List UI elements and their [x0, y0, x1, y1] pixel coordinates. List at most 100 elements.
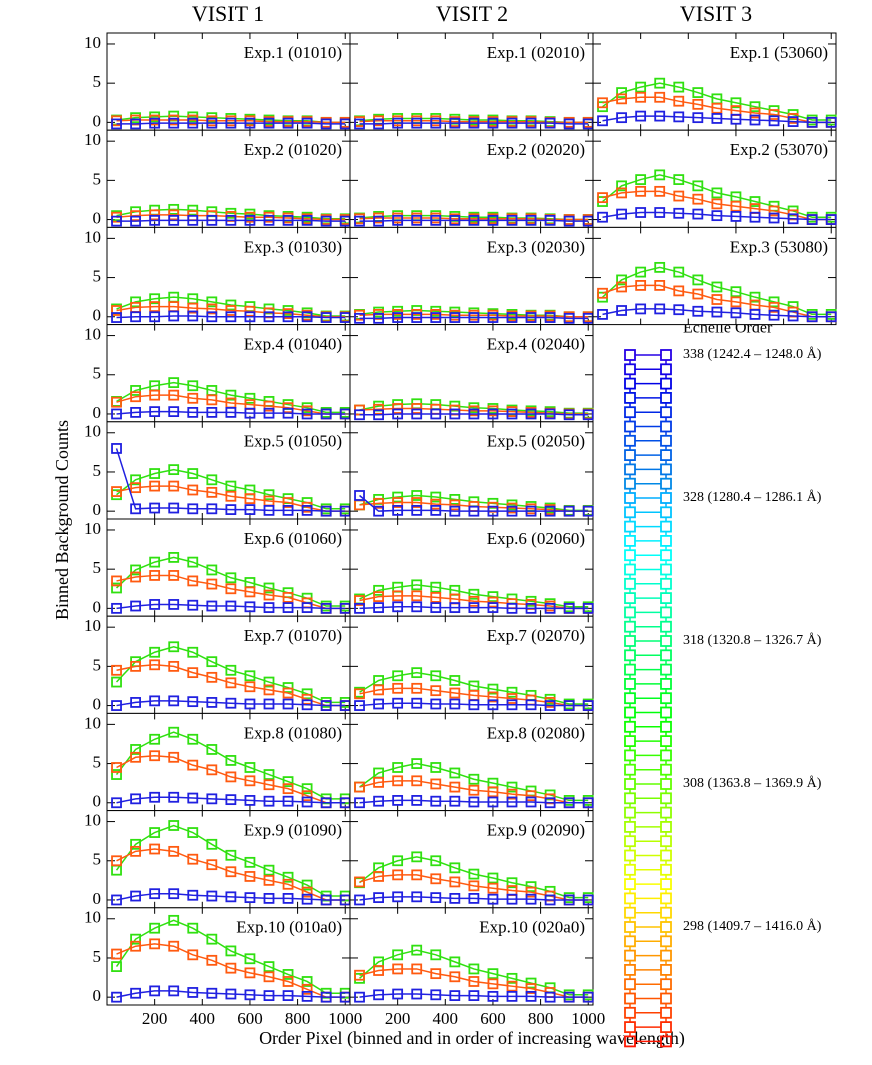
- point-marker: [282, 892, 294, 904]
- point-marker: [582, 894, 594, 906]
- point-marker: [111, 602, 122, 614]
- point-marker: [168, 502, 180, 514]
- point-marker: [430, 855, 442, 867]
- point-marker: [187, 922, 199, 934]
- point-marker: [392, 590, 404, 602]
- point-marker: [111, 991, 122, 1003]
- point-marker: [692, 193, 704, 205]
- point-marker: [111, 769, 122, 780]
- point-marker: [506, 990, 518, 1002]
- point-marker: [263, 684, 275, 696]
- point-marker: [525, 790, 537, 802]
- point-marker: [635, 303, 647, 315]
- panel-title: Exp.6 (02060): [487, 529, 585, 548]
- point-marker: [187, 696, 199, 708]
- point-marker: [354, 797, 365, 809]
- point-marker: [487, 978, 499, 990]
- point-marker: [225, 849, 237, 861]
- point-marker: [187, 214, 199, 226]
- x-tick-label: 200: [142, 1009, 168, 1028]
- point-marker: [711, 113, 723, 124]
- point-marker: [244, 762, 256, 773]
- point-marker: [525, 893, 537, 905]
- point-marker: [263, 311, 275, 323]
- point-marker: [673, 95, 685, 107]
- point-marker: [225, 117, 237, 129]
- y-tick-label: 0: [93, 986, 102, 1005]
- point-marker: [187, 392, 199, 404]
- y-tick-label: 10: [84, 810, 101, 829]
- legend-swatch: [660, 563, 672, 576]
- point-marker: [468, 588, 480, 600]
- point-marker: [225, 988, 237, 1000]
- point-marker: [468, 784, 480, 796]
- point-marker: [244, 892, 256, 904]
- series-line: [116, 485, 346, 512]
- panel-title: Exp.1 (01010): [244, 43, 342, 62]
- legend-swatch: [624, 506, 636, 519]
- point-marker: [806, 311, 818, 323]
- legend-swatch: [660, 434, 672, 447]
- point-marker: [749, 101, 761, 113]
- point-marker: [692, 305, 704, 317]
- point-marker: [320, 118, 332, 130]
- panel-frame: [349, 129, 594, 228]
- point-marker: [130, 385, 141, 396]
- point-marker: [111, 408, 122, 420]
- point-marker: [563, 118, 575, 130]
- point-marker: [654, 303, 666, 315]
- series-line: [359, 407, 589, 415]
- legend-swatch: [624, 906, 636, 919]
- point-marker: [730, 211, 742, 222]
- point-marker: [354, 118, 365, 130]
- point-marker: [749, 114, 761, 126]
- legend-swatch: [660, 420, 672, 433]
- point-marker: [411, 497, 423, 508]
- x-axis-label: Order Pixel (binned and in order of incr…: [259, 1028, 685, 1049]
- point-marker: [130, 311, 141, 323]
- point-marker: [354, 700, 365, 711]
- point-marker: [597, 192, 608, 204]
- point-marker: [187, 484, 199, 496]
- series-line: [359, 896, 589, 901]
- point-marker: [654, 169, 666, 181]
- legend-swatch: [660, 778, 672, 790]
- point-marker: [149, 214, 161, 226]
- legend-swatch: [660, 706, 672, 719]
- point-marker: [111, 797, 122, 809]
- y-tick-label: 0: [93, 792, 102, 811]
- point-marker: [487, 408, 499, 420]
- point-marker: [373, 795, 384, 807]
- series-line: [116, 381, 346, 414]
- point-marker: [244, 117, 256, 129]
- point-marker: [449, 117, 461, 129]
- y-tick-label: 0: [93, 208, 102, 227]
- point-marker: [506, 781, 518, 793]
- point-marker: [354, 991, 365, 1003]
- point-marker: [320, 215, 332, 227]
- point-marker: [206, 697, 218, 708]
- point-marker: [187, 646, 199, 658]
- point-marker: [187, 406, 199, 418]
- point-marker: [149, 117, 161, 129]
- legend-swatch: [624, 835, 636, 848]
- point-marker: [673, 285, 685, 297]
- point-marker: [411, 988, 423, 1000]
- point-marker: [320, 505, 332, 517]
- point-marker: [506, 980, 518, 992]
- point-marker: [449, 795, 461, 807]
- point-marker: [282, 878, 294, 890]
- point-marker: [187, 503, 199, 515]
- panel-title: Exp.7 (02070): [487, 626, 585, 645]
- point-marker: [449, 494, 461, 505]
- point-marker: [616, 87, 627, 98]
- point-marker: [130, 482, 141, 494]
- point-marker: [187, 302, 199, 314]
- point-marker: [149, 695, 161, 707]
- y-tick-label: 10: [84, 33, 101, 52]
- legend-swatch: [660, 792, 672, 805]
- legend-swatch: [624, 978, 636, 991]
- point-marker: [263, 864, 275, 876]
- point-marker: [130, 890, 141, 902]
- panel-title: Exp.4 (02040): [487, 335, 585, 354]
